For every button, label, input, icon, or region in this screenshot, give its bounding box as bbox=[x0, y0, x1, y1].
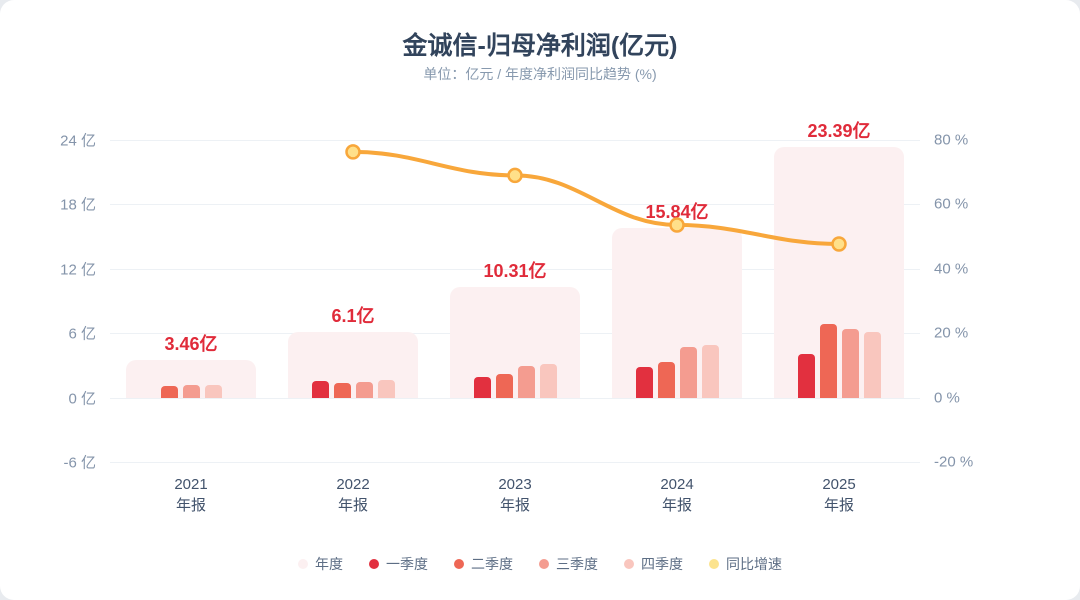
y-axis-left-tick: 6 亿 bbox=[68, 325, 96, 343]
annual-value-label-2021: 3.46亿 bbox=[164, 334, 218, 355]
x-axis-period: 年报 bbox=[337, 497, 368, 514]
x-axis-year: 2023 bbox=[498, 476, 532, 493]
quarter-bar-q3-2022[interactable] bbox=[355, 382, 373, 398]
legend-label-q1: 一季度 bbox=[386, 556, 428, 572]
x-axis-label-2023: 2023 年报 bbox=[455, 474, 575, 516]
legend-item-q2[interactable]: 二季度 bbox=[454, 554, 513, 574]
quarter-bar-q1-2022[interactable] bbox=[311, 380, 329, 398]
grid-line bbox=[110, 397, 920, 399]
chart-title: 金诚信-归母净利润(亿元) bbox=[402, 32, 678, 60]
annual-value-label-2025: 23.39亿 bbox=[807, 120, 871, 141]
x-axis-year: 2021 bbox=[174, 476, 208, 493]
y-axis-right-tick: 20 % bbox=[934, 324, 969, 342]
annual-value-label-2022: 6.1亿 bbox=[331, 306, 375, 327]
legend-item-annual[interactable]: 年度 bbox=[298, 554, 343, 574]
y-axis-left-tick: 24 亿 bbox=[60, 132, 96, 150]
x-axis-year: 2025 bbox=[822, 476, 856, 493]
x-axis-label-2022: 2022 年报 bbox=[293, 474, 413, 516]
y-axis-right-tick: 80 % bbox=[934, 131, 969, 149]
quarter-bar-q4-2023[interactable] bbox=[539, 363, 557, 398]
legend-label-q3: 三季度 bbox=[556, 556, 598, 572]
annual-bar-2024[interactable] bbox=[612, 227, 742, 398]
legend-label-q2: 二季度 bbox=[471, 556, 513, 572]
annual-bar-2022[interactable] bbox=[288, 332, 418, 398]
quarter-bar-q1-2024[interactable] bbox=[635, 367, 653, 398]
quarter-bar-q2-2025[interactable] bbox=[819, 324, 837, 398]
quarter-bar-q2-2023[interactable] bbox=[495, 373, 513, 398]
legend-dot-q2 bbox=[454, 559, 464, 569]
legend-label-q4: 四季度 bbox=[641, 556, 683, 572]
x-axis-period: 年报 bbox=[175, 497, 206, 514]
annual-bar-2023[interactable] bbox=[450, 286, 580, 398]
grid-line bbox=[110, 462, 920, 463]
legend-label-annual: 年度 bbox=[315, 556, 343, 572]
chart-subtitle: 单位：亿元 / 年度净利润同比趋势 (%) bbox=[423, 66, 657, 82]
y-axis-left-tick: -6 亿 bbox=[63, 454, 96, 472]
legend-label-growth: 同比增速 bbox=[726, 556, 782, 572]
quarter-bar-q4-2024[interactable] bbox=[701, 345, 719, 398]
grid-line bbox=[110, 140, 920, 141]
quarter-bar-q2-2024[interactable] bbox=[657, 361, 675, 398]
annual-value-label-2023: 10.31亿 bbox=[483, 260, 547, 281]
x-axis-label-2025: 2025 年报 bbox=[779, 474, 899, 516]
grid-line bbox=[110, 268, 920, 270]
y-axis-right-tick: 60 % bbox=[934, 195, 969, 213]
quarter-bar-q2-2021[interactable] bbox=[160, 386, 178, 398]
x-axis-year: 2024 bbox=[660, 476, 694, 493]
legend-item-q1[interactable]: 一季度 bbox=[369, 554, 428, 574]
legend-item-q4[interactable]: 四季度 bbox=[624, 554, 683, 574]
x-axis-period: 年报 bbox=[823, 497, 854, 514]
legend-item-growth[interactable]: 同比增速 bbox=[709, 554, 782, 574]
quarter-bar-q2-2022[interactable] bbox=[333, 382, 351, 398]
quarter-bar-q3-2021[interactable] bbox=[182, 384, 200, 398]
quarter-bar-q4-2022[interactable] bbox=[377, 379, 395, 398]
x-axis-label-2021: 2021 年报 bbox=[131, 474, 251, 516]
x-axis-period: 年报 bbox=[661, 497, 692, 514]
quarter-bar-q3-2025[interactable] bbox=[841, 329, 859, 398]
legend-dot-q3 bbox=[539, 559, 549, 569]
y-axis-left-tick: 0 亿 bbox=[68, 390, 96, 408]
quarter-bar-q4-2021[interactable] bbox=[204, 385, 222, 398]
y-axis-right-tick: 40 % bbox=[934, 260, 969, 278]
y-axis-right-tick: 0 % bbox=[934, 389, 960, 407]
y-axis-left-tick: 12 亿 bbox=[60, 261, 96, 279]
legend: 年度 一季度 二季度 三季度 四季度 同比增速 bbox=[0, 554, 1080, 574]
legend-dot-annual bbox=[298, 559, 308, 569]
legend-dot-q4 bbox=[624, 559, 634, 569]
x-axis-year: 2022 bbox=[336, 476, 370, 493]
legend-dot-q1 bbox=[369, 559, 379, 569]
quarter-bar-q4-2025[interactable] bbox=[863, 332, 881, 398]
quarter-bar-q1-2023[interactable] bbox=[473, 376, 491, 398]
quarter-bar-q3-2023[interactable] bbox=[517, 365, 535, 398]
x-axis-period: 年报 bbox=[499, 497, 530, 514]
legend-item-q3[interactable]: 三季度 bbox=[539, 554, 598, 574]
legend-dot-growth bbox=[709, 559, 719, 569]
y-axis-left-tick: 18 亿 bbox=[60, 196, 96, 214]
quarter-bar-q1-2025[interactable] bbox=[797, 353, 815, 398]
y-axis-right-tick: -20 % bbox=[934, 453, 974, 471]
quarter-bar-q3-2024[interactable] bbox=[679, 346, 697, 398]
x-axis-label-2024: 2024 年报 bbox=[617, 474, 737, 516]
